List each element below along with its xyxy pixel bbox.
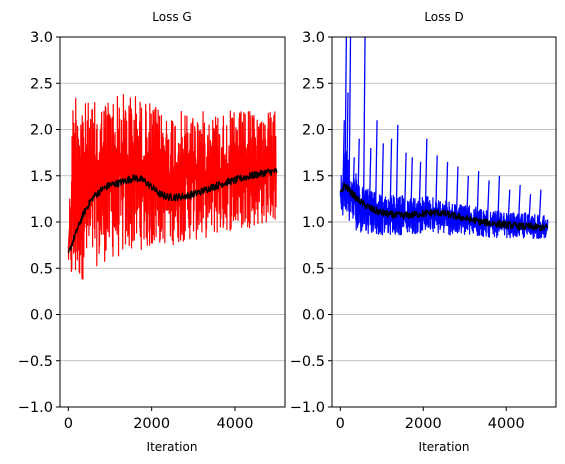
raw-spike-23 <box>507 189 511 220</box>
raw-spike-18 <box>455 166 459 218</box>
raw-spike-14 <box>418 161 422 216</box>
raw-spike-22 <box>497 175 501 220</box>
raw-spike-4 <box>352 157 355 209</box>
y-tick-label-2: 0.0 <box>302 308 325 324</box>
y-tick-label-5: 1.5 <box>30 169 53 185</box>
panel-loss-g: Loss G Iteration −1.0 −0.5 0.0 0.5 1.0 1.5 2.0… <box>18 10 286 454</box>
raw-spike-21 <box>486 180 490 220</box>
y-tick-label-5: 1.5 <box>302 169 325 185</box>
y-tick-label-3: 0.5 <box>30 261 53 277</box>
x-tick-label-0: 0 <box>336 416 345 432</box>
raw-spike-1 <box>344 36 348 200</box>
y-tick-label-8: 3.0 <box>302 30 325 46</box>
ticks-loss-d: −1.0 −0.5 0.0 0.5 1.0 1.5 2.0 2.5 3.0 0 2000 4000 <box>290 30 525 432</box>
raw-spike-8 <box>374 120 378 216</box>
raw-spike-6 <box>362 36 366 215</box>
raw-spike-20 <box>476 171 480 219</box>
y-tick-label-0: −1.0 <box>290 400 325 416</box>
y-tick-label-6: 2.0 <box>30 123 53 139</box>
raw-spike-12 <box>403 152 407 216</box>
y-tick-label-8: 3.0 <box>30 30 53 46</box>
smoothed-series-line <box>339 182 549 232</box>
x-tick-label-2: 4000 <box>217 416 254 432</box>
x-axis-label-loss-d: Iteration <box>419 440 470 454</box>
chart-title-loss-d: Loss D <box>424 10 463 24</box>
y-tick-label-6: 2.0 <box>302 123 325 139</box>
x-tick-label-2: 4000 <box>488 416 525 432</box>
smoothed-series-loss-d <box>339 182 549 232</box>
raw-spike-10 <box>389 138 393 217</box>
chart-title-loss-g: Loss G <box>152 10 191 24</box>
raw-spike-3 <box>348 36 352 204</box>
raw-spike-25 <box>528 194 532 221</box>
raw-spike-9 <box>381 143 384 217</box>
y-tick-label-1: −0.5 <box>290 354 325 370</box>
raw-spike-24 <box>518 184 521 220</box>
x-tick-label-1: 2000 <box>133 416 170 432</box>
raw-series-line <box>67 94 278 280</box>
raw-series-loss-d <box>339 36 549 240</box>
plot-frame-loss-g <box>59 36 286 408</box>
y-tick-label-1: −0.5 <box>18 354 53 370</box>
x-axis-label-loss-g: Iteration <box>147 440 198 454</box>
y-tick-label-7: 2.5 <box>30 76 53 92</box>
x-tick-label-0: 0 <box>64 416 73 432</box>
raw-spike-7 <box>368 147 372 216</box>
raw-series-line <box>339 151 549 240</box>
ticks-loss-g: −1.0 −0.5 0.0 0.5 1.0 1.5 2.0 2.5 3.0 0 2000 4000 <box>18 30 254 432</box>
raw-spike-0 <box>342 120 345 198</box>
y-tick-label-7: 2.5 <box>302 76 325 92</box>
raw-series-loss-g <box>67 94 278 280</box>
raw-spike-17 <box>445 161 449 217</box>
y-tick-label-2: 0.0 <box>30 308 53 324</box>
smoothed-series-loss-g <box>67 167 278 254</box>
y-tick-label-4: 1.0 <box>302 215 325 231</box>
y-tick-label-0: −1.0 <box>18 400 53 416</box>
raw-spike-15 <box>424 138 428 215</box>
raw-spike-16 <box>435 155 438 216</box>
raw-spike-13 <box>410 157 413 216</box>
plot-frame-loss-d <box>331 36 557 408</box>
y-tick-label-4: 1.0 <box>30 215 53 231</box>
smoothed-series-line <box>67 167 278 254</box>
raw-spike-2 <box>345 92 349 202</box>
raw-spike-11 <box>395 124 399 217</box>
raw-spike-26 <box>538 189 542 221</box>
x-tick-label-1: 2000 <box>405 416 442 432</box>
raw-spike-19 <box>466 175 469 218</box>
y-tick-label-3: 0.5 <box>302 261 325 277</box>
panel-loss-d: Loss D Iteration −1.0 −0.5 0.0 0.5 1.0 1.5 2.0… <box>290 10 557 454</box>
